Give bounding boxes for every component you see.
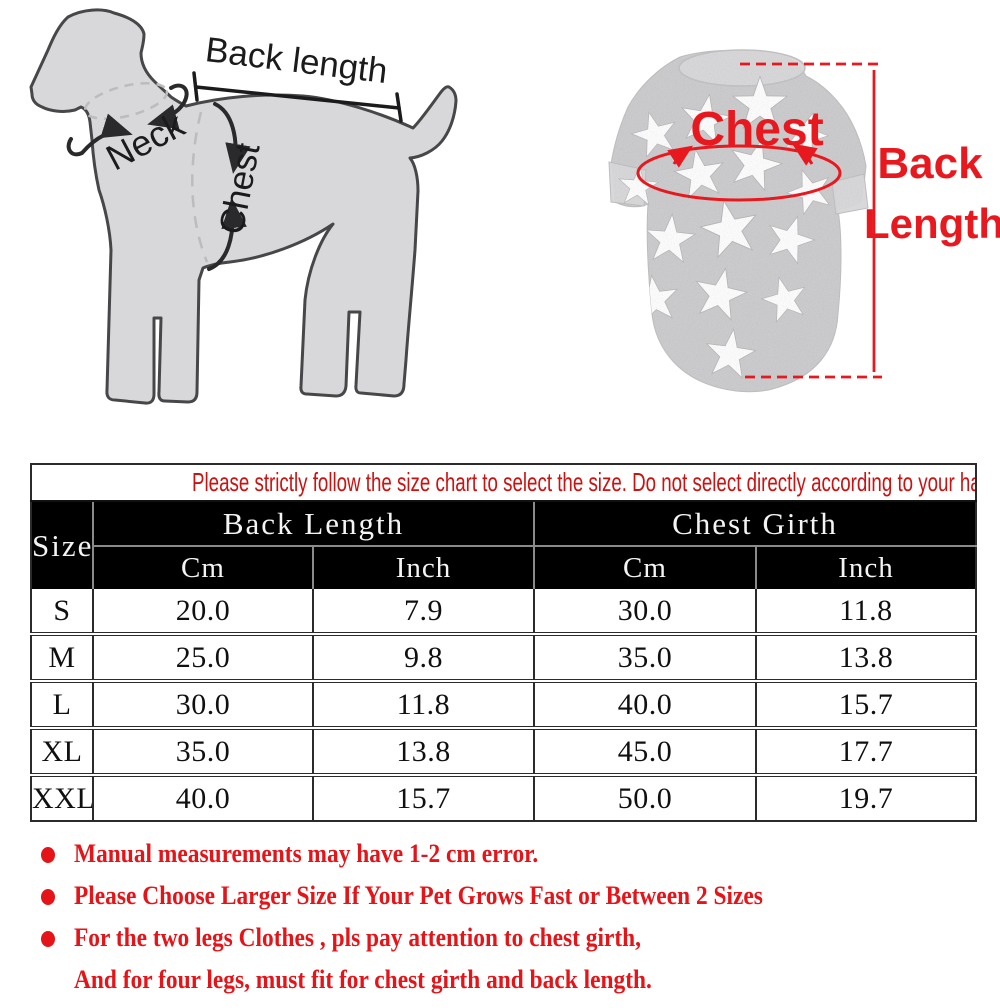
- size-row-xl: XL 35.0 13.8 45.0 17.7: [31, 728, 976, 777]
- size-chart: Please strictly follow the size chart to…: [30, 463, 977, 822]
- chest-cm-value: 45.0: [533, 728, 756, 777]
- size-label: XXL: [31, 775, 93, 821]
- shirt-measure-diagram: Chest Back Length: [608, 49, 1000, 393]
- table-notice: Please strictly follow the size chart to…: [31, 464, 976, 502]
- note-item-1: Manual measurements may have 1-2 cm erro…: [36, 840, 986, 868]
- header-chest-inch: Inch: [755, 546, 976, 589]
- chest-inch-value: 17.7: [755, 728, 976, 777]
- header-back-inch: Inch: [312, 546, 534, 589]
- shirt-back-length-line: [740, 62, 882, 379]
- back-cm-value: 40.0: [92, 775, 313, 821]
- note-text: Please Choose Larger Size If Your Pet Gr…: [74, 881, 763, 910]
- size-label: S: [31, 589, 93, 636]
- back-inch-value: 7.9: [312, 589, 534, 636]
- chest-cm-value: 35.0: [533, 634, 756, 683]
- note-item-3: For the two legs Clothes , pls pay atten…: [36, 924, 986, 952]
- back-inch-value: 11.8: [312, 681, 534, 730]
- shirt-chest-label: Chest: [690, 103, 823, 156]
- bullet-dot-icon: [41, 847, 55, 863]
- neck-arrow-top: [147, 83, 189, 130]
- size-label: XL: [31, 728, 93, 777]
- table-group-header-row: Size Back Length Chest Girth: [31, 501, 976, 589]
- size-label: M: [31, 634, 93, 683]
- chest-arrow-down: [213, 102, 251, 174]
- note-text: And for four legs, must fit for chest gi…: [74, 965, 652, 994]
- note-item-4: And for four legs, must fit for chest gi…: [36, 966, 986, 994]
- chest-girth-arrow-left: [667, 145, 693, 168]
- back-length-measure-line: [192, 71, 403, 123]
- size-label: L: [31, 681, 93, 730]
- shirt-fuzz-texture: [611, 50, 866, 392]
- table-notice-text: Please strictly follow the size chart to…: [192, 467, 976, 497]
- note-text: For the two legs Clothes , pls pay atten…: [74, 923, 641, 952]
- back-inch-value: 15.7: [312, 775, 534, 821]
- table-unit-header-row: Cm Inch Cm Inch: [31, 546, 976, 589]
- back-cm-value: 20.0: [92, 589, 313, 636]
- dog-measure-diagram: Back length Neck Chest: [29, 8, 458, 405]
- bullet-dot-icon: [41, 931, 55, 947]
- size-row-l: L 30.0 11.8 40.0 15.7: [31, 681, 976, 730]
- neck-arrow-left: [66, 113, 133, 157]
- back-inch-value: 9.8: [312, 634, 534, 683]
- header-chest-girth: Chest Girth: [533, 501, 976, 547]
- size-table: Please strictly follow the size chart to…: [30, 463, 977, 822]
- chest-inch-value: 13.8: [755, 634, 976, 683]
- chest-girth-ellipse: [636, 144, 842, 202]
- chest-girth-dashed-line: [191, 111, 209, 263]
- back-inch-value: 13.8: [312, 728, 534, 777]
- header-back-length: Back Length: [92, 501, 534, 547]
- size-row-xxl: XXL 40.0 15.7 50.0 19.7: [31, 775, 976, 821]
- size-row-m: M 25.0 9.8 35.0 13.8: [31, 634, 976, 683]
- note-item-2: Please Choose Larger Size If Your Pet Gr…: [36, 882, 986, 910]
- chest-cm-value: 40.0: [533, 681, 756, 730]
- neck-girth-dashed-line: [83, 81, 169, 121]
- header-size: Size: [31, 501, 93, 589]
- chest-arrow-up: [207, 198, 247, 271]
- note-text: Manual measurements may have 1-2 cm erro…: [74, 839, 539, 868]
- bullet-dot-icon: [41, 889, 55, 905]
- chest-inch-value: 19.7: [755, 775, 976, 821]
- chest-inch-value: 11.8: [755, 589, 976, 636]
- dog-back-length-label: Back length: [203, 30, 389, 91]
- chest-inch-value: 15.7: [755, 681, 976, 730]
- chest-girth-arrow-right: [792, 143, 818, 166]
- shirt-back-label: Back: [877, 139, 983, 188]
- header-back-cm: Cm: [92, 546, 313, 589]
- chest-cm-value: 30.0: [533, 589, 756, 636]
- size-row-s: S 20.0 7.9 30.0 11.8: [31, 589, 976, 636]
- shirt-length-label: Length: [864, 200, 1000, 247]
- chest-cm-value: 50.0: [533, 775, 756, 821]
- back-cm-value: 25.0: [92, 634, 313, 683]
- header-chest-cm: Cm: [533, 546, 756, 589]
- back-cm-value: 35.0: [92, 728, 313, 777]
- back-cm-value: 30.0: [92, 681, 313, 730]
- notes-list: Manual measurements may have 1-2 cm erro…: [36, 840, 986, 1008]
- table-notice-row: Please strictly follow the size chart to…: [31, 464, 976, 502]
